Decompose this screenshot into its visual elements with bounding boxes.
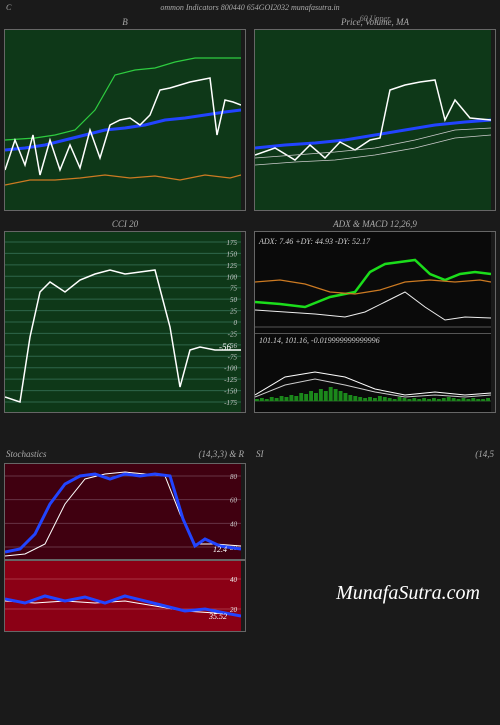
svg-text:-56: -56 bbox=[219, 342, 231, 352]
svg-text:40: 40 bbox=[230, 520, 238, 528]
svg-text:ADX: 7.46 +DY: 44.93 -DY: 52.: ADX: 7.46 +DY: 44.93 -DY: 52.17 bbox=[258, 237, 371, 246]
svg-text:0: 0 bbox=[234, 319, 238, 327]
panel-title-cci: CCI 20 bbox=[0, 217, 250, 231]
panel-title-price: Price, Volume, MA 60 Upper bbox=[250, 15, 500, 29]
chart-adx-macd: ADX: 7.46 +DY: 44.93 -DY: 52.17 101.14, 1… bbox=[254, 231, 496, 413]
svg-text:50: 50 bbox=[230, 296, 238, 304]
chart-b bbox=[4, 29, 246, 211]
row-price: B Price, Volume, MA 60 Upper bbox=[0, 15, 500, 217]
svg-text:-75: -75 bbox=[228, 353, 238, 361]
chart-cci: 175 150 125 100 75 50 25 0 -25 -56-75 -100 -125 -150… bbox=[4, 231, 246, 413]
panel-title-stoch: Stochastics (14,3,3) & R bbox=[0, 449, 250, 463]
page-header: C ommon Indicators 800440 654GOI2032 mun… bbox=[0, 0, 500, 15]
svg-text:-175: -175 bbox=[224, 399, 237, 407]
header-left-label: C bbox=[6, 3, 11, 12]
panel-title-b: B bbox=[0, 15, 250, 29]
svg-text:60: 60 bbox=[230, 497, 238, 505]
svg-text:175: 175 bbox=[227, 239, 238, 247]
row-oscillators: Stochastics (14,3,3) & R 8060402012.4 40… bbox=[0, 449, 500, 638]
svg-text:-25: -25 bbox=[228, 330, 238, 338]
svg-text:25: 25 bbox=[230, 308, 238, 316]
svg-text:80: 80 bbox=[230, 473, 238, 481]
header-center-text: ommon Indicators 800440 654GOI2032 munaf… bbox=[160, 3, 339, 12]
row-momentum: CCI 20 175 150 125 100 75 50 25 0 -25 -56-75 -100 -… bbox=[0, 217, 500, 419]
svg-text:100: 100 bbox=[227, 273, 238, 281]
chart-price-ma bbox=[254, 29, 496, 211]
svg-text:12.4: 12.4 bbox=[213, 545, 227, 554]
svg-text:101.14, 101.16, -0.019999999: 101.14, 101.16, -0.019999999999996 bbox=[259, 336, 380, 345]
svg-text:-125: -125 bbox=[224, 376, 237, 384]
svg-text:-150: -150 bbox=[224, 388, 237, 396]
panel-title-rsi: SI (14,5 bbox=[250, 449, 500, 463]
svg-text:40: 40 bbox=[230, 576, 238, 584]
watermark-text: MunafaSutra.com bbox=[336, 582, 480, 605]
svg-text:125: 125 bbox=[227, 262, 238, 270]
panel-title-adx: ADX & MACD 12,26,9 bbox=[250, 217, 500, 231]
chart-rsi: 402035.52 bbox=[4, 560, 246, 632]
svg-text:-100: -100 bbox=[224, 365, 237, 373]
svg-text:75: 75 bbox=[230, 285, 238, 293]
chart-stochastics: 8060402012.4 bbox=[4, 463, 246, 560]
svg-text:150: 150 bbox=[227, 250, 238, 258]
svg-text:35.52: 35.52 bbox=[208, 612, 227, 621]
